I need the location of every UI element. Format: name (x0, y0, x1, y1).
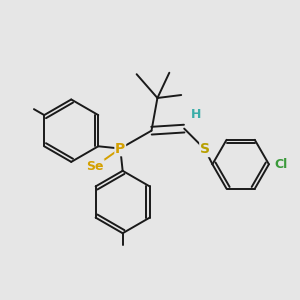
Text: S: S (200, 142, 210, 156)
Text: H: H (191, 108, 201, 122)
Text: Se: Se (86, 160, 104, 173)
Text: P: P (115, 142, 125, 155)
Text: Cl: Cl (274, 158, 287, 171)
